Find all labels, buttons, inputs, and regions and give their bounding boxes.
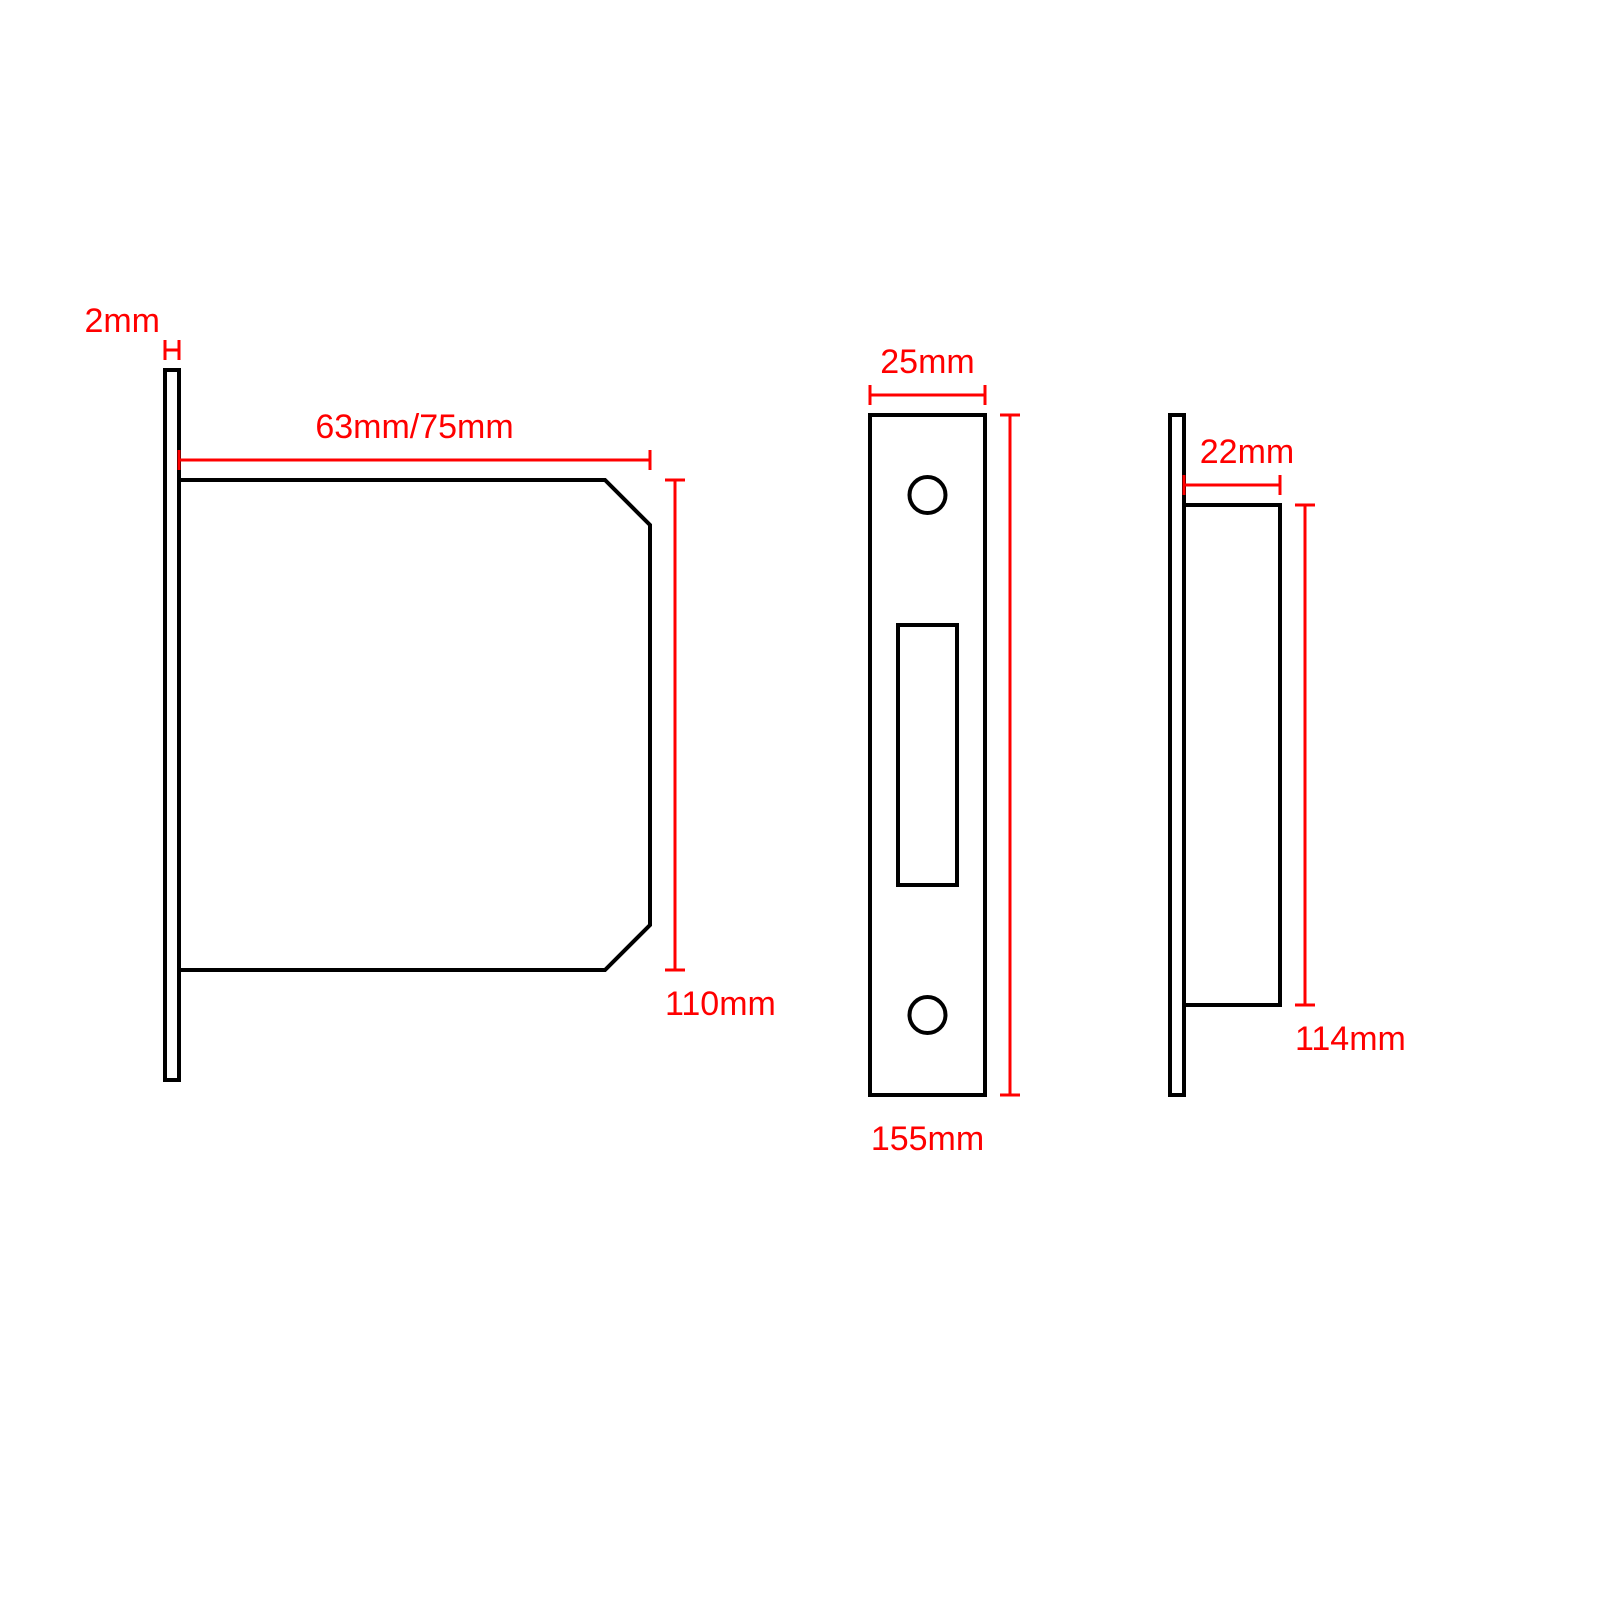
lock-faceplate	[165, 370, 179, 1080]
dim-label-box-depth: 22mm	[1200, 433, 1294, 471]
strike-slot	[898, 625, 957, 885]
box-faceplate	[1170, 415, 1184, 1095]
dim-label-strike-width: 25mm	[880, 343, 974, 381]
dim-label-body-height: 110mm	[665, 985, 776, 1023]
dim-label-box-height: 114mm	[1295, 1020, 1406, 1058]
strike-hole-bottom	[910, 997, 946, 1033]
strike-hole-top	[910, 477, 946, 513]
dim-label-faceplate-thickness: 2mm	[84, 302, 160, 340]
dim-label-body-depth: 63mm/75mm	[315, 408, 513, 446]
dim-label-strike-height: 155mm	[871, 1120, 984, 1158]
strike-plate	[870, 415, 985, 1095]
technical-drawing: 2mm 63mm/75mm 110mm 25mm 155mm 22mm 114mm	[0, 0, 1600, 1600]
lock-body	[179, 480, 650, 970]
box-body	[1184, 505, 1280, 1005]
